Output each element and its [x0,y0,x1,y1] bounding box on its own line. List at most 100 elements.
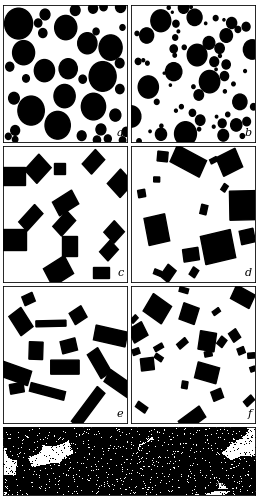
Circle shape [197,128,201,131]
Circle shape [137,139,141,143]
Bar [22,292,35,306]
Circle shape [40,9,50,20]
Bar [198,330,216,352]
Circle shape [93,28,99,35]
Bar [1,168,25,185]
Bar [93,325,128,347]
Circle shape [77,131,86,140]
Circle shape [45,112,70,139]
Bar [250,366,256,372]
Bar [237,346,245,355]
Bar [132,348,140,356]
Circle shape [223,18,225,21]
Circle shape [169,84,172,86]
Circle shape [5,8,33,39]
Circle shape [100,2,107,11]
Circle shape [192,85,195,88]
Circle shape [173,54,176,57]
Bar [229,190,256,220]
Circle shape [171,11,173,14]
Circle shape [122,128,130,136]
Circle shape [54,84,75,108]
Text: f: f [248,409,252,419]
Circle shape [235,26,241,32]
Circle shape [242,22,250,31]
Circle shape [78,32,97,54]
Circle shape [251,104,256,110]
Circle shape [160,124,163,128]
Bar [25,154,51,184]
Bar [61,236,77,256]
Bar [154,343,164,351]
Bar [87,348,111,378]
Circle shape [104,135,111,142]
Circle shape [215,68,217,70]
Bar [100,240,118,261]
Bar [182,248,199,262]
Circle shape [170,45,177,53]
Bar [229,328,241,342]
Circle shape [110,109,121,121]
Circle shape [12,136,18,142]
Bar [177,338,188,349]
Circle shape [119,137,126,144]
Circle shape [88,4,98,13]
Circle shape [120,24,125,30]
Circle shape [151,10,171,32]
Text: c: c [117,268,123,278]
Circle shape [212,125,215,128]
Bar [140,358,155,371]
Circle shape [174,109,177,112]
Bar [154,177,160,182]
Circle shape [81,93,106,120]
Bar [248,352,255,358]
Circle shape [226,112,230,117]
Circle shape [9,92,19,104]
Bar [9,382,24,394]
Bar [170,145,207,177]
Bar [29,382,66,400]
Circle shape [223,90,226,93]
Circle shape [35,19,42,27]
Circle shape [189,110,196,116]
Circle shape [135,32,139,36]
Bar [9,308,33,336]
Bar [93,267,109,278]
Bar [71,386,105,428]
Circle shape [177,30,180,33]
Bar [178,406,206,432]
Circle shape [243,118,251,126]
Circle shape [140,28,154,43]
Bar [144,214,170,246]
Bar [157,151,168,162]
Text: e: e [117,409,123,419]
Bar [143,294,172,324]
Bar [43,256,74,286]
Circle shape [116,2,126,13]
Circle shape [13,40,35,65]
Bar [3,229,26,250]
Circle shape [23,74,29,82]
Circle shape [89,62,116,92]
Bar [51,360,79,374]
Circle shape [93,136,101,144]
Circle shape [167,6,170,10]
Bar [181,381,188,389]
Bar [216,148,243,176]
Circle shape [70,5,80,15]
Bar [60,338,78,354]
Bar [239,228,255,245]
Bar [52,190,79,216]
Bar [189,267,199,278]
Circle shape [39,28,47,38]
Circle shape [243,40,258,59]
Circle shape [5,133,11,140]
Circle shape [11,126,20,136]
Text: g: g [8,480,15,490]
Circle shape [59,58,77,78]
Bar [195,362,220,384]
Bar [209,156,218,164]
Circle shape [213,16,218,20]
Bar [29,342,43,359]
Bar [128,322,148,343]
